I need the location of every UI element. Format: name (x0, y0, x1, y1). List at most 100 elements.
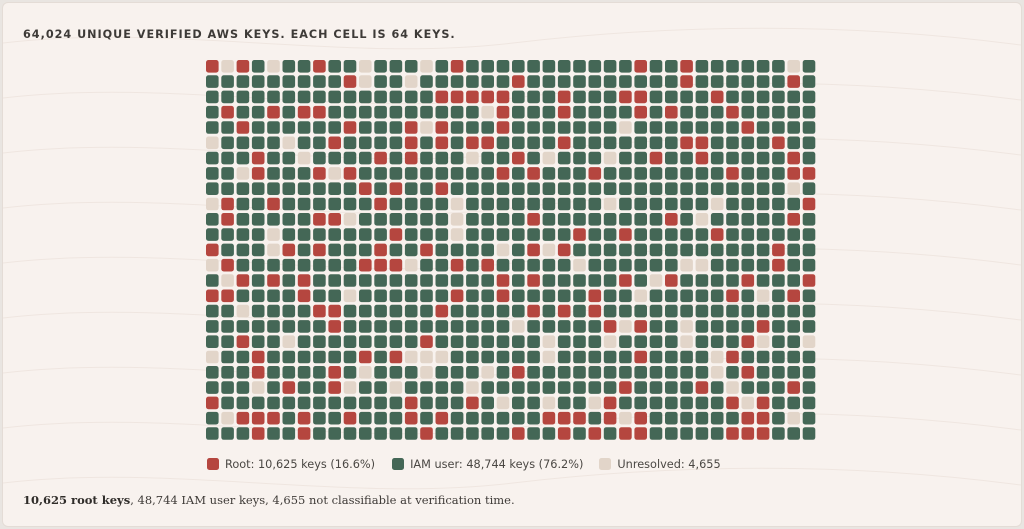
waffle-cell-iam-user (726, 121, 739, 134)
waffle-cell-unresolved (221, 274, 234, 287)
waffle-cell-iam-user (619, 167, 632, 180)
waffle-cell-iam-user (802, 121, 816, 134)
waffle-cell-iam-user (420, 75, 433, 88)
waffle-cell-iam-user (649, 90, 663, 104)
waffle-cell-iam-user (573, 197, 586, 211)
waffle-cell-iam-user (634, 366, 647, 379)
waffle-cell-iam-user (665, 243, 678, 257)
waffle-cell-iam-user (726, 182, 739, 195)
waffle-cell-root (481, 258, 494, 272)
waffle-cell-root (420, 427, 433, 440)
waffle-cell-iam-user (726, 151, 739, 165)
waffle-cell-root (420, 335, 433, 348)
waffle-cell-iam-user (282, 274, 296, 287)
waffle-cell-root (435, 304, 449, 318)
waffle-cell-iam-user (343, 60, 357, 73)
waffle-cell-iam-user (634, 274, 647, 287)
waffle-cell-iam-user (726, 335, 739, 348)
waffle-cell-iam-user (695, 243, 709, 257)
waffle-cell-root (557, 90, 571, 104)
waffle-cell-iam-user (756, 136, 770, 150)
waffle-cell-iam-user (282, 151, 296, 165)
waffle-cell-iam-user (206, 427, 219, 440)
waffle-cell-iam-user (282, 213, 296, 226)
waffle-cell-iam-user (466, 350, 479, 364)
waffle-cell-iam-user (756, 366, 770, 379)
waffle-cell-iam-user (741, 213, 755, 226)
waffle-cell-iam-user (267, 90, 280, 104)
waffle-cell-root (496, 105, 510, 119)
waffle-cell-iam-user (512, 243, 525, 257)
waffle-cell-root (450, 60, 464, 73)
waffle-cell-iam-user (404, 105, 418, 119)
waffle-cell-unresolved (466, 381, 479, 394)
waffle-cell-root (297, 274, 311, 287)
waffle-cell-root (787, 151, 800, 165)
waffle-cell-iam-user (573, 136, 586, 150)
waffle-cell-unresolved (588, 396, 602, 410)
waffle-cell-root (741, 274, 755, 287)
waffle-cell-unresolved (619, 411, 632, 425)
waffle-cell-root (496, 167, 510, 180)
waffle-cell-iam-user (221, 151, 234, 165)
waffle-cell-iam-user (251, 60, 265, 73)
waffle-cell-iam-user (710, 274, 724, 287)
waffle-cell-iam-user (450, 182, 464, 195)
waffle-cell-iam-user (557, 182, 571, 195)
waffle-cell-iam-user (619, 289, 632, 303)
waffle-cell-iam-user (282, 60, 296, 73)
waffle-cell-unresolved (359, 75, 372, 88)
waffle-cell-iam-user (573, 151, 586, 165)
waffle-cell-root (634, 105, 647, 119)
waffle-cell-iam-user (282, 182, 296, 195)
waffle-cell-root (772, 136, 785, 150)
waffle-cell-iam-user (665, 228, 678, 241)
waffle-cell-root (221, 197, 234, 211)
waffle-cell-root (374, 258, 387, 272)
waffle-cell-unresolved (420, 366, 433, 379)
waffle-cell-iam-user (787, 197, 800, 211)
waffle-cell-unresolved (206, 197, 219, 211)
waffle-cell-iam-user (481, 304, 494, 318)
waffle-cell-iam-user (267, 289, 280, 303)
waffle-cell-root (435, 182, 449, 195)
waffle-cell-iam-user (542, 136, 556, 150)
waffle-cell-iam-user (588, 213, 602, 226)
waffle-cell-iam-user (802, 136, 816, 150)
waffle-cell-iam-user (374, 335, 387, 348)
waffle-cell-iam-user (343, 197, 357, 211)
waffle-cell-iam-user (313, 350, 326, 364)
waffle-cell-iam-user (297, 121, 311, 134)
waffle-cell-iam-user (527, 182, 540, 195)
waffle-cell-root (466, 136, 479, 150)
waffle-cell-iam-user (481, 167, 494, 180)
waffle-cell-root (420, 243, 433, 257)
waffle-cell-iam-user (297, 396, 311, 410)
waffle-cell-iam-user (251, 75, 265, 88)
waffle-cell-iam-user (557, 366, 571, 379)
waffle-cell-iam-user (328, 258, 341, 272)
waffle-cell-iam-user (466, 75, 479, 88)
waffle-cell-root (756, 411, 770, 425)
waffle-cell-iam-user (251, 274, 265, 287)
waffle-cell-iam-user (557, 167, 571, 180)
waffle-cell-root (297, 411, 311, 425)
waffle-cell-iam-user (649, 289, 663, 303)
waffle-cell-iam-user (359, 197, 372, 211)
waffle-cell-unresolved (619, 320, 632, 333)
waffle-cell-iam-user (573, 427, 586, 440)
waffle-cell-iam-user (328, 243, 341, 257)
waffle-cell-root (466, 396, 479, 410)
waffle-cell-iam-user (481, 381, 494, 394)
waffle-cell-iam-user (665, 136, 678, 150)
waffle-cell-unresolved (787, 60, 800, 73)
waffle-cell-iam-user (496, 228, 510, 241)
waffle-cell-root (527, 167, 540, 180)
waffle-cell-iam-user (756, 121, 770, 134)
waffle-cell-iam-user (557, 121, 571, 134)
waffle-cell-iam-user (772, 335, 785, 348)
waffle-cell-iam-user (297, 320, 311, 333)
waffle-cell-iam-user (542, 182, 556, 195)
legend-item-unresolved: Unresolved: 4,655 (599, 458, 721, 471)
waffle-cell-iam-user (435, 289, 449, 303)
